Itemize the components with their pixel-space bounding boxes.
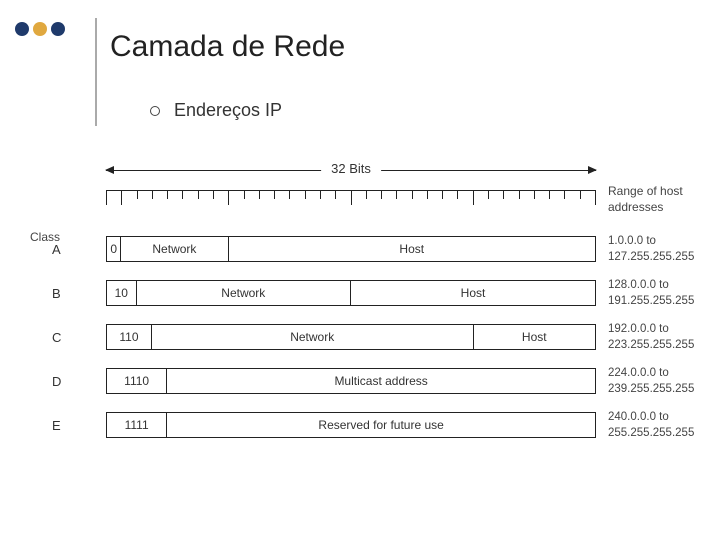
- ruler-tick: [565, 191, 580, 199]
- segment: Reserved for future use: [167, 412, 596, 438]
- vertical-divider: [95, 18, 97, 126]
- ruler-tick: [245, 191, 260, 199]
- ruler-tick: [367, 191, 382, 199]
- class-rows: A0NetworkHost1.0.0.0 to127.255.255.255B1…: [30, 236, 690, 456]
- address-range: 1.0.0.0 to127.255.255.255: [608, 234, 694, 265]
- dot-icon: [15, 22, 29, 36]
- ruler-tick: [581, 191, 596, 205]
- segment: Network: [152, 324, 474, 350]
- class-letter: A: [52, 242, 61, 257]
- ruler-tick: [168, 191, 183, 199]
- ruler-tick: [489, 191, 504, 199]
- page-title: Camada de Rede: [110, 30, 345, 64]
- class-letter: D: [52, 374, 61, 389]
- bits-width-indicator: 32 Bits: [106, 162, 596, 210]
- segment: 1111: [106, 412, 167, 438]
- ruler-tick: [352, 191, 367, 199]
- ruler-tick: [321, 191, 336, 199]
- class-row: A0NetworkHost1.0.0.0 to127.255.255.255: [30, 236, 690, 280]
- ruler-tick: [199, 191, 214, 199]
- dot-icon: [51, 22, 65, 36]
- ruler-tick: [336, 191, 351, 205]
- segment: Network: [137, 280, 351, 306]
- ruler-tick: [550, 191, 565, 199]
- ruler-tick: [214, 191, 229, 205]
- address-range: 224.0.0.0 to239.255.255.255: [608, 366, 694, 397]
- ruler-tick: [275, 191, 290, 199]
- class-row: E1111Reserved for future use240.0.0.0 to…: [30, 412, 690, 456]
- ruler-tick: [138, 191, 153, 199]
- decorative-dots: [15, 22, 65, 36]
- class-row: D1110Multicast address224.0.0.0 to239.25…: [30, 368, 690, 412]
- segment: Network: [121, 236, 228, 262]
- segment: Host: [351, 280, 596, 306]
- ruler-tick: [413, 191, 428, 199]
- ruler-tick: [106, 191, 122, 205]
- class-letter: E: [52, 418, 61, 433]
- class-letter: B: [52, 286, 61, 301]
- segment: 110: [106, 324, 152, 350]
- segment: 1110: [106, 368, 167, 394]
- ruler-tick: [397, 191, 412, 199]
- range-column-header: Range of host addresses: [608, 184, 683, 215]
- ip-classes-diagram: 32 Bits Class Range of host addresses A0…: [30, 162, 690, 210]
- class-boxline: 1110Multicast address: [106, 368, 596, 394]
- address-range: 192.0.0.0 to223.255.255.255: [608, 322, 694, 353]
- ruler-tick: [229, 191, 244, 199]
- range-header-line1: Range of host: [608, 184, 683, 198]
- ruler-tick: [520, 191, 535, 199]
- segment: 0: [106, 236, 121, 262]
- class-boxline: 1111Reserved for future use: [106, 412, 596, 438]
- ruler-tick: [458, 191, 473, 205]
- class-boxline: 110NetworkHost: [106, 324, 596, 350]
- class-letter: C: [52, 330, 61, 345]
- ruler-tick: [153, 191, 168, 199]
- segment: Host: [229, 236, 597, 262]
- ruler-tick: [443, 191, 458, 199]
- segment: Host: [474, 324, 597, 350]
- class-boxline: 10NetworkHost: [106, 280, 596, 306]
- ruler-tick: [122, 191, 137, 199]
- ruler-tick: [474, 191, 489, 199]
- ruler-tick: [183, 191, 198, 199]
- ruler-tick: [535, 191, 550, 199]
- range-header-line2: addresses: [608, 200, 663, 214]
- segment: Multicast address: [167, 368, 596, 394]
- ruler-tick: [260, 191, 275, 199]
- segment: 10: [106, 280, 137, 306]
- bullet-icon: [150, 106, 160, 116]
- class-row: C110NetworkHost192.0.0.0 to223.255.255.2…: [30, 324, 690, 368]
- bits-label: 32 Bits: [321, 161, 381, 176]
- ruler-tick: [428, 191, 443, 199]
- address-range: 128.0.0.0 to191.255.255.255: [608, 278, 694, 309]
- bit-ruler: [106, 190, 596, 204]
- class-boxline: 0NetworkHost: [106, 236, 596, 262]
- slide-header: [15, 22, 75, 36]
- ruler-tick: [504, 191, 519, 199]
- bullet-text: Endereços IP: [174, 100, 282, 121]
- ruler-tick: [382, 191, 397, 199]
- dot-icon: [33, 22, 47, 36]
- ruler-tick: [306, 191, 321, 199]
- ruler-tick: [290, 191, 305, 199]
- address-range: 240.0.0.0 to255.255.255.255: [608, 410, 694, 441]
- class-row: B10NetworkHost128.0.0.0 to191.255.255.25…: [30, 280, 690, 324]
- bullet-item: Endereços IP: [150, 100, 282, 121]
